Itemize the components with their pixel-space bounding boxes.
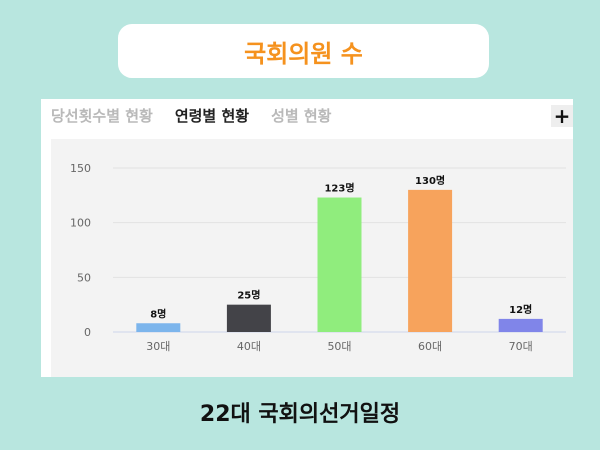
tab-age[interactable]: 연령별 현황 [174, 107, 250, 125]
page-title: 국회의원 수 [244, 39, 363, 68]
x-tick-label: 50대 [327, 340, 351, 353]
y-tick-label: 50 [77, 271, 91, 284]
bar [136, 323, 181, 332]
plot-area: 0 50 100 150 8명 30대 25명 40대 123명 50대 130명 60대 12명 70대 [51, 139, 573, 377]
x-tick-label: 70대 [509, 340, 533, 353]
data-label: 123명 [324, 182, 354, 195]
y-tick-label: 0 [84, 326, 91, 339]
bar [226, 304, 271, 332]
data-label: 130명 [415, 174, 445, 187]
bar-chart: 0 50 100 150 8명 30대 25명 40대 123명 50대 130명 60대 12명 70대 [70, 162, 566, 353]
data-label: 12명 [509, 303, 532, 316]
tab-gender[interactable]: 성별 현황 [271, 107, 332, 125]
data-label: 8명 [150, 307, 166, 320]
y-tick-label: 100 [70, 217, 91, 230]
x-tick-label: 40대 [237, 340, 261, 353]
plus-button[interactable]: + [551, 105, 573, 127]
chart-card: 당선횟수별 현황 연령별 현황 성별 현황 + 0 50 100 150 8명 30대 25… [41, 99, 573, 377]
y-tick-label: 150 [70, 162, 91, 175]
x-tick-label: 30대 [146, 340, 170, 353]
footer-text: 22대 국회의선거일정 [199, 402, 401, 427]
bar [317, 197, 362, 332]
bar [498, 318, 543, 332]
x-tick-label: 60대 [418, 340, 442, 353]
tab-election-count[interactable]: 당선횟수별 현황 [51, 107, 153, 125]
data-label: 25명 [237, 289, 260, 302]
tab-bar: 당선횟수별 현황 연령별 현황 성별 현황 [51, 105, 332, 129]
title-banner: 국회의원 수 [118, 24, 489, 78]
bar [408, 189, 453, 332]
